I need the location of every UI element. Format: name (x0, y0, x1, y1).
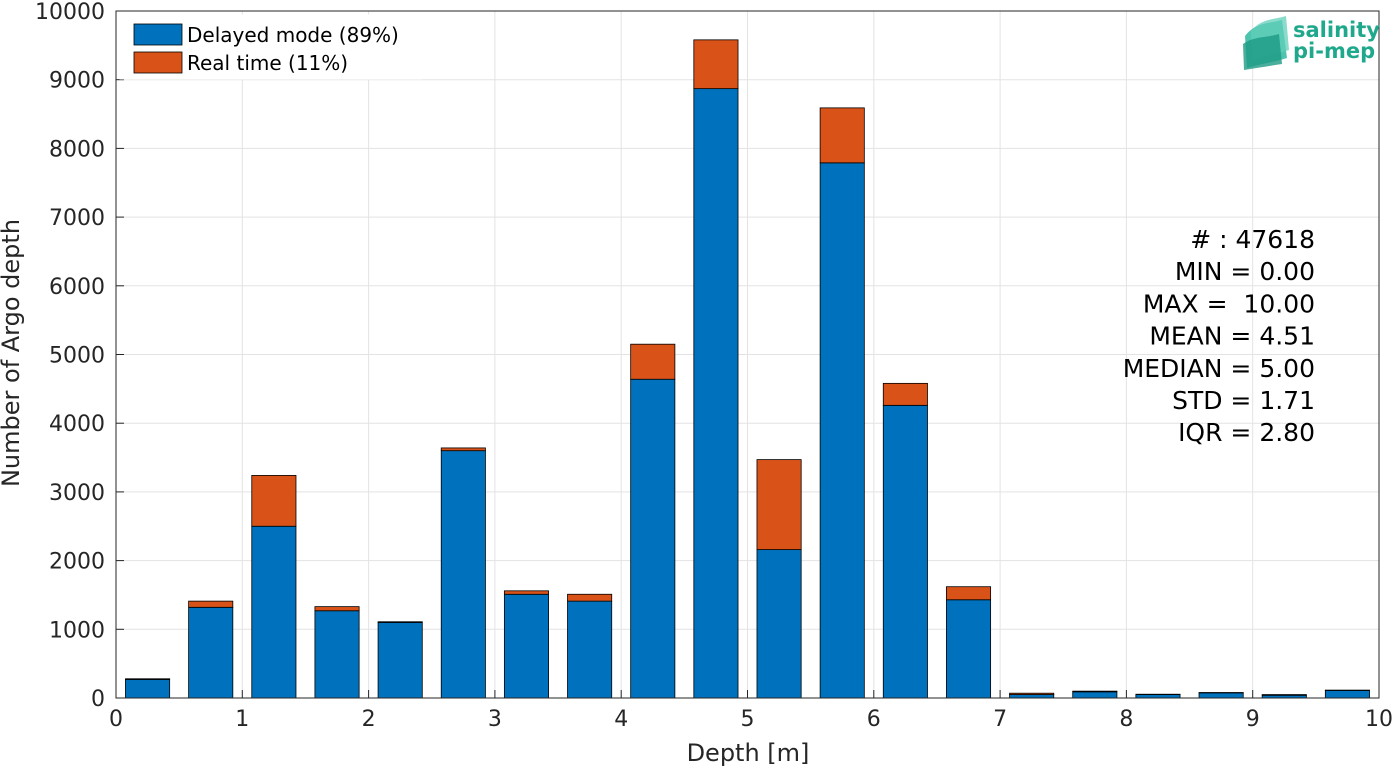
x-tick-label: 2 (362, 707, 376, 732)
x-tick-label: 5 (741, 707, 755, 732)
bar-real-time (440, 447, 486, 452)
x-tick-label: 1 (235, 707, 249, 732)
bar-delayed-mode (440, 450, 486, 699)
y-tick-label: 4000 (49, 412, 105, 437)
x-tick-label: 4 (614, 707, 628, 732)
bar-real-time (188, 600, 234, 608)
x-tick-label: 7 (993, 707, 1007, 732)
bar-real-time (251, 475, 297, 527)
bar-delayed-mode (125, 679, 171, 699)
logo-line1: salinity (1293, 18, 1380, 42)
bar-delayed-mode (819, 162, 865, 699)
bar-delayed-mode (377, 622, 423, 699)
stat-line: IQR = 2.80 (1178, 418, 1315, 447)
bar-delayed-mode (693, 88, 739, 699)
y-tick-label: 3000 (49, 481, 105, 506)
stat-line: MIN = 0.00 (1175, 257, 1315, 286)
legend-swatch-delayed (133, 23, 183, 46)
logo-line2: pi-mep (1293, 39, 1375, 63)
bar-real-time (630, 343, 676, 380)
bar-real-time (819, 107, 865, 164)
bar-real-time (693, 39, 739, 90)
legend: Delayed mode (89%) Real time (11%) (119, 14, 423, 80)
bar-delayed-mode (1135, 694, 1181, 699)
y-tick-label: 6000 (49, 275, 105, 300)
bar-real-time (567, 593, 613, 602)
y-tick-label: 9000 (49, 69, 105, 94)
x-tick-label: 8 (1119, 707, 1133, 732)
bar-delayed-mode (1009, 694, 1055, 699)
stat-line: MEDIAN = 5.00 (1123, 354, 1315, 383)
x-axis-title: Depth [m] (687, 739, 810, 767)
legend-label-delayed: Delayed mode (89%) (187, 23, 399, 47)
stats-box: # : 47618 MIN = 0.00 MAX = 10.00 MEAN = 4.5… (1123, 225, 1315, 447)
bar-real-time (377, 621, 423, 623)
bar-real-time (125, 678, 171, 680)
y-axis-title: Number of Argo depth (0, 219, 25, 487)
bar-delayed-mode (630, 378, 676, 699)
bar-delayed-mode (756, 549, 802, 699)
x-tick-label: 3 (488, 707, 502, 732)
bar-real-time (946, 586, 992, 601)
grid-lines (116, 11, 1379, 698)
bar-delayed-mode (1324, 690, 1370, 699)
bar-real-time (1261, 694, 1307, 696)
bar-delayed-mode (567, 600, 613, 699)
y-tick-label: 10000 (35, 0, 105, 25)
stat-line: # : 47618 (1190, 225, 1315, 254)
bar-delayed-mode (946, 599, 992, 699)
bar-delayed-mode (314, 610, 360, 699)
y-tick-label: 5000 (49, 344, 105, 369)
bar-real-time (882, 382, 928, 406)
y-tick-label: 1000 (49, 618, 105, 643)
y-tick-label: 8000 (49, 137, 105, 162)
y-tick-label: 0 (91, 687, 105, 712)
bar-delayed-mode (1198, 692, 1244, 699)
salinity-pi-mep-logo: salinity pi-mep (1243, 16, 1380, 70)
x-tick-label: 9 (1246, 707, 1260, 732)
y-tick-label: 2000 (49, 550, 105, 575)
stat-line: MEAN = 4.51 (1149, 322, 1315, 351)
legend-label-realtime: Real time (11%) (187, 51, 348, 75)
bar-real-time (1072, 690, 1118, 693)
stat-line: STD = 1.71 (1172, 386, 1315, 415)
bar-delayed-mode (1072, 691, 1118, 699)
x-tick-label: 0 (109, 707, 123, 732)
x-tick-label: 6 (867, 707, 881, 732)
legend-swatch-realtime (133, 51, 183, 74)
x-tick-label: 10 (1365, 707, 1393, 732)
bar-real-time (756, 459, 802, 551)
bar-delayed-mode (188, 606, 234, 699)
bar-real-time (503, 590, 549, 595)
bar-real-time (1009, 692, 1055, 695)
tick-labels: 0 1 2 3 4 5 6 7 8 9 10 0 1000 2000 3000 4000 5000 6000 700… (35, 0, 1393, 732)
stat-line: MAX = 10.00 (1143, 289, 1315, 318)
bar-delayed-mode (882, 404, 928, 699)
bar-real-time (314, 606, 360, 612)
y-tick-label: 7000 (49, 206, 105, 231)
wave-logo-icon (1243, 16, 1289, 70)
bars (125, 39, 1370, 699)
bar-delayed-mode (251, 525, 297, 699)
bar-delayed-mode (503, 593, 549, 699)
